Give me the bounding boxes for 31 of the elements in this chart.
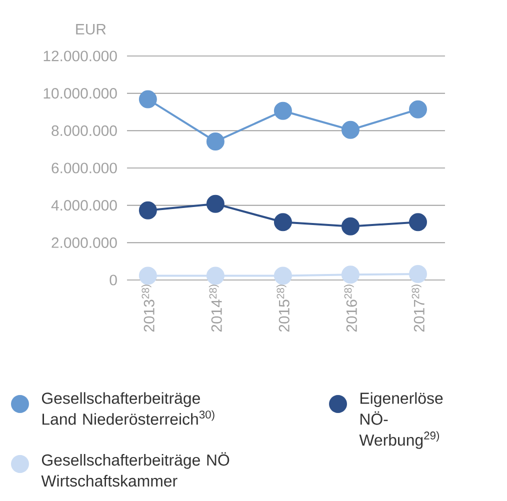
- point: [341, 266, 360, 284]
- point: [408, 213, 427, 232]
- point: [408, 100, 427, 118]
- point: [206, 266, 224, 285]
- legend-label: Eigenerlöse NÖ-Werbung$^{29)}$: [359, 392, 443, 449]
- y-tick-label: 8.000.000: [52, 125, 117, 136]
- y-tick-label: 12.000.000: [44, 50, 117, 62]
- point: [341, 120, 360, 139]
- point: [341, 217, 360, 236]
- y-axis-title: EUR: [76, 24, 106, 34]
- point: [138, 201, 157, 220]
- y-tick-label: 10.000.000: [44, 88, 117, 99]
- y-tick-label: 6.000.000: [52, 162, 117, 174]
- y-tick-label: 2.000.000: [52, 237, 117, 248]
- point: [206, 132, 224, 150]
- point: [206, 194, 224, 213]
- legend-label: Gesellschafterbeiträge Land Niederösterreich$^{30)}$: [42, 392, 214, 425]
- x-tick-label: 2015$^{28)}$: [276, 284, 290, 332]
- x-tick-label: 2013$^{28)}$: [141, 284, 154, 332]
- point: [408, 265, 427, 284]
- point: [138, 266, 157, 285]
- point: [138, 90, 157, 108]
- x-tick-label: 2017$^{28)}$: [412, 284, 424, 332]
- x-tick-label: 2014$^{28)}$: [208, 284, 222, 332]
- y-tick-label: 0: [110, 274, 117, 286]
- legend-label: Gesellschafterbeiträge NÖ Wirtschaftskammer: [41, 452, 230, 487]
- point: [274, 213, 292, 232]
- point: [274, 102, 292, 120]
- y-tick-label: 4.000.000: [51, 200, 117, 211]
- x-tick-label: 2016$^{28)}$: [344, 284, 357, 332]
- point: [274, 266, 292, 285]
